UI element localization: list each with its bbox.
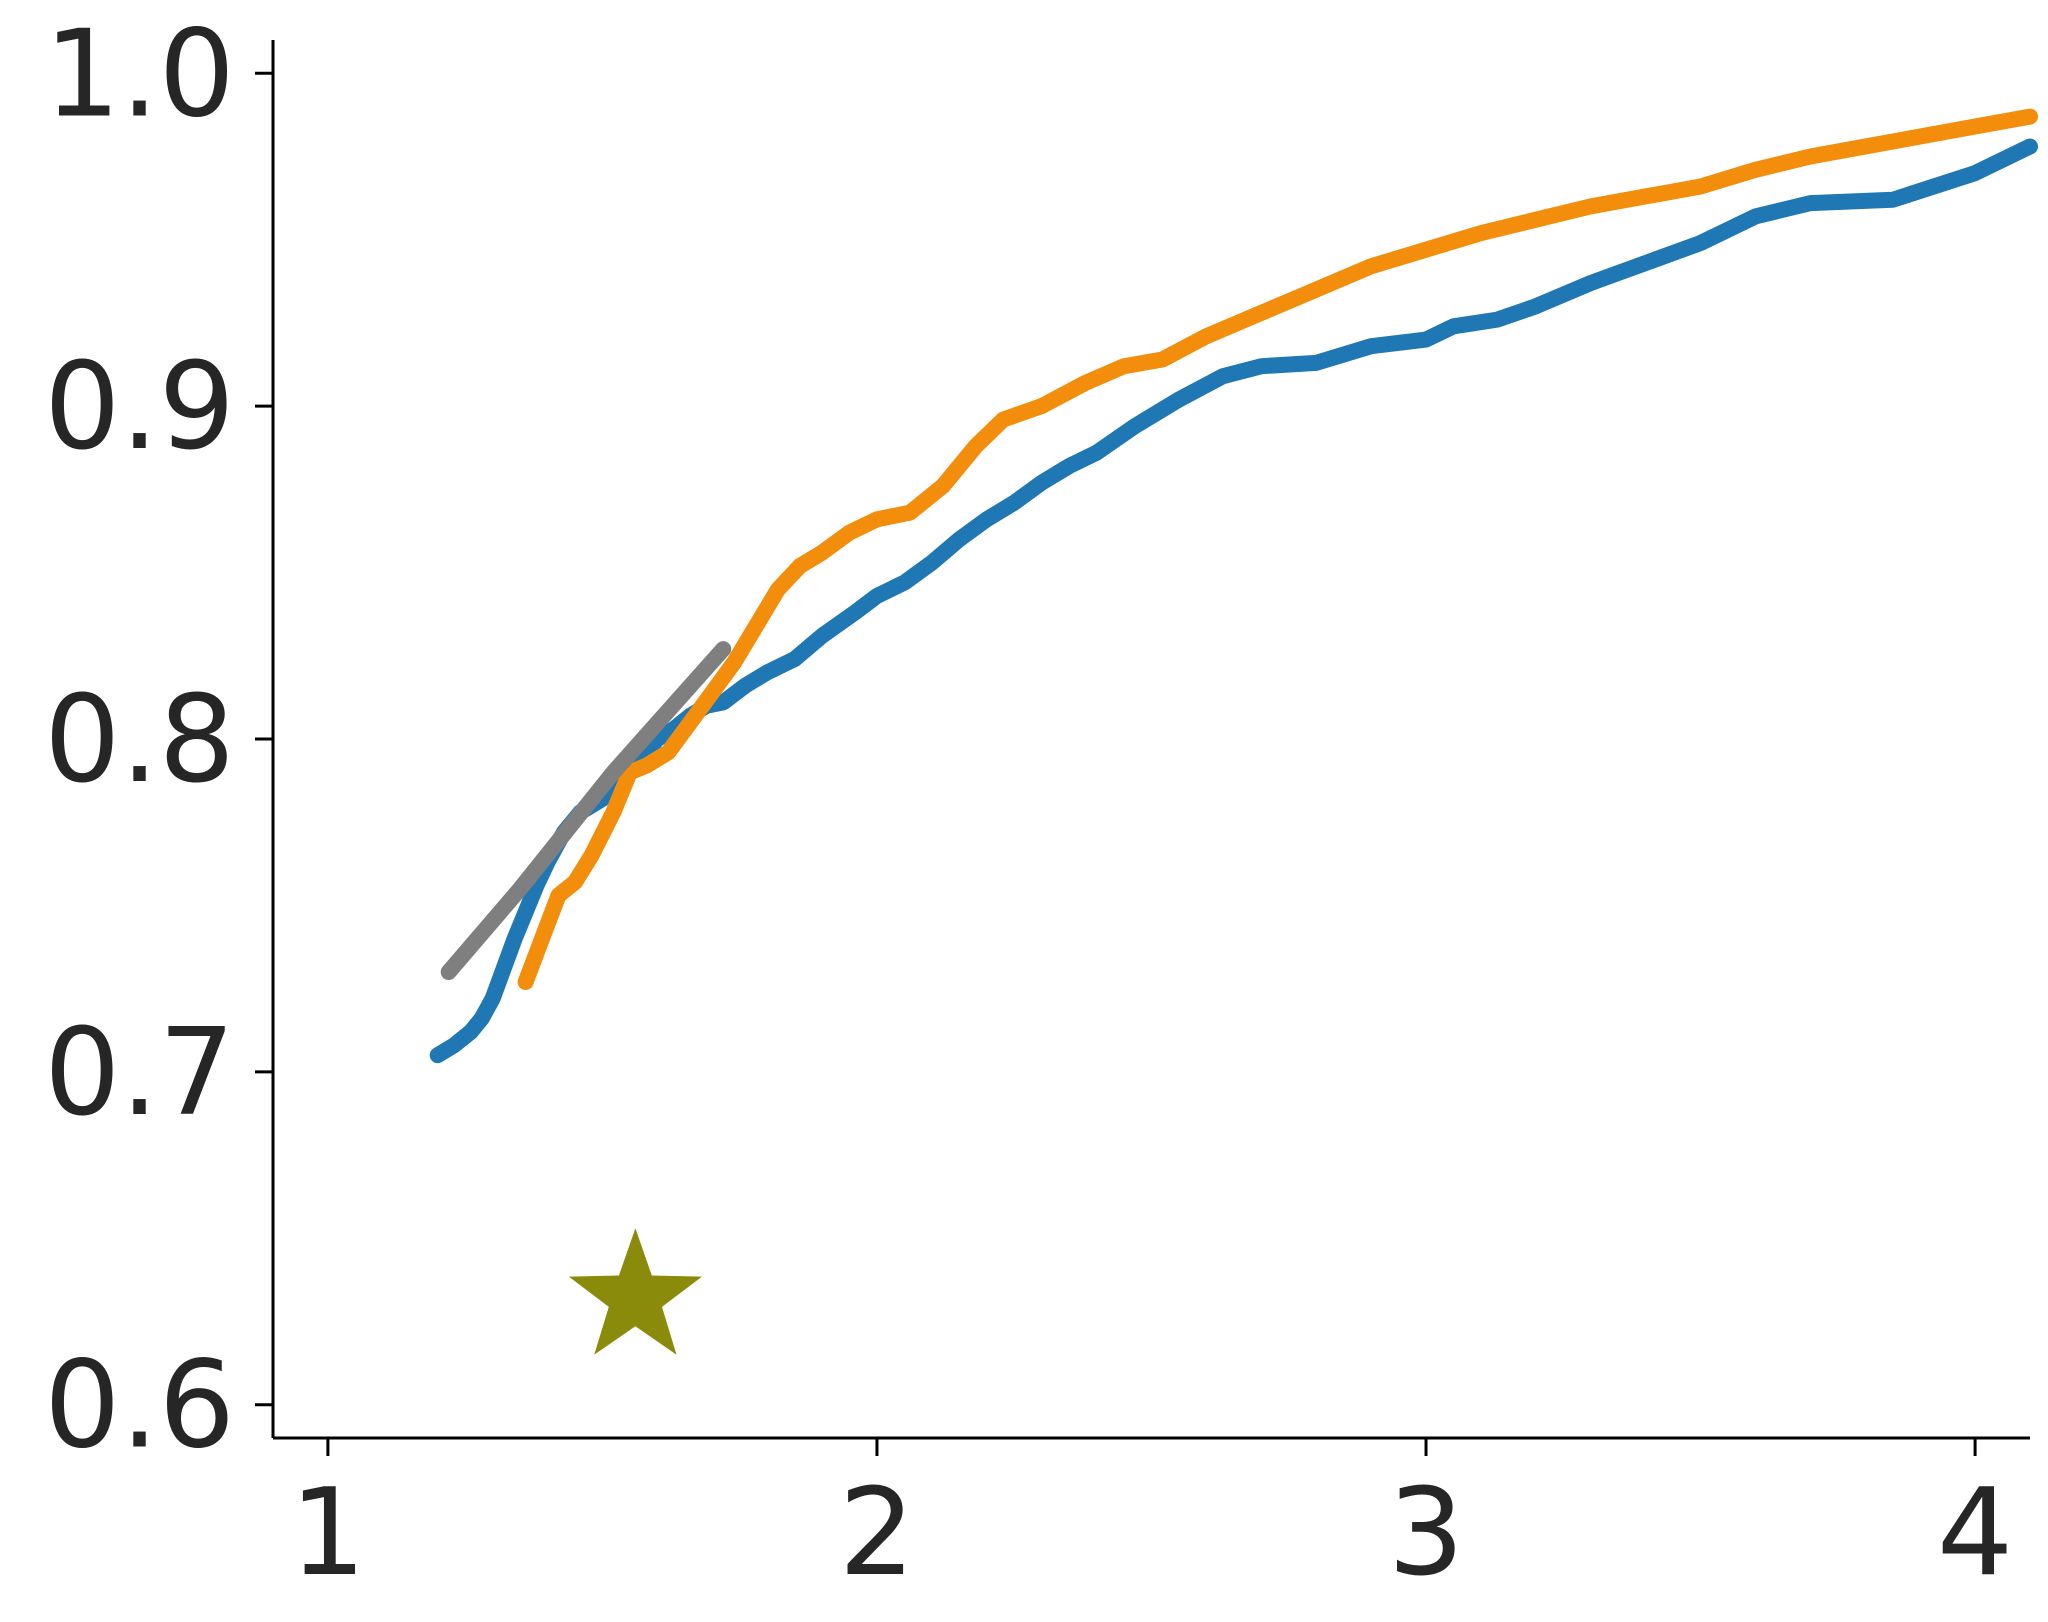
y-ticks: 0.6 0.7 0.8 0.9 1.0: [44, 5, 273, 1476]
x-tick-label: 3: [1388, 1464, 1464, 1603]
x-tick-label: 1: [290, 1464, 366, 1603]
x-ticks: 1 2 3 4: [290, 1438, 2013, 1603]
y-tick-label: 0.6: [44, 1337, 235, 1476]
y-tick-label: 0.8: [44, 671, 235, 810]
series-line-1: [429, 138, 2038, 1064]
axes: [271, 40, 2030, 1440]
marker-layer: [568, 1228, 702, 1355]
x-tick-label: 2: [839, 1464, 915, 1603]
series-layer: [429, 108, 2038, 1064]
y-tick-label: 0.7: [44, 1004, 235, 1143]
series-line-3: [440, 641, 732, 980]
series-line-2: [517, 108, 2038, 990]
y-tick-label: 0.9: [44, 338, 235, 477]
star-marker: [568, 1228, 702, 1355]
y-tick-label: 1.0: [44, 5, 235, 144]
x-tick-label: 4: [1937, 1464, 2013, 1603]
